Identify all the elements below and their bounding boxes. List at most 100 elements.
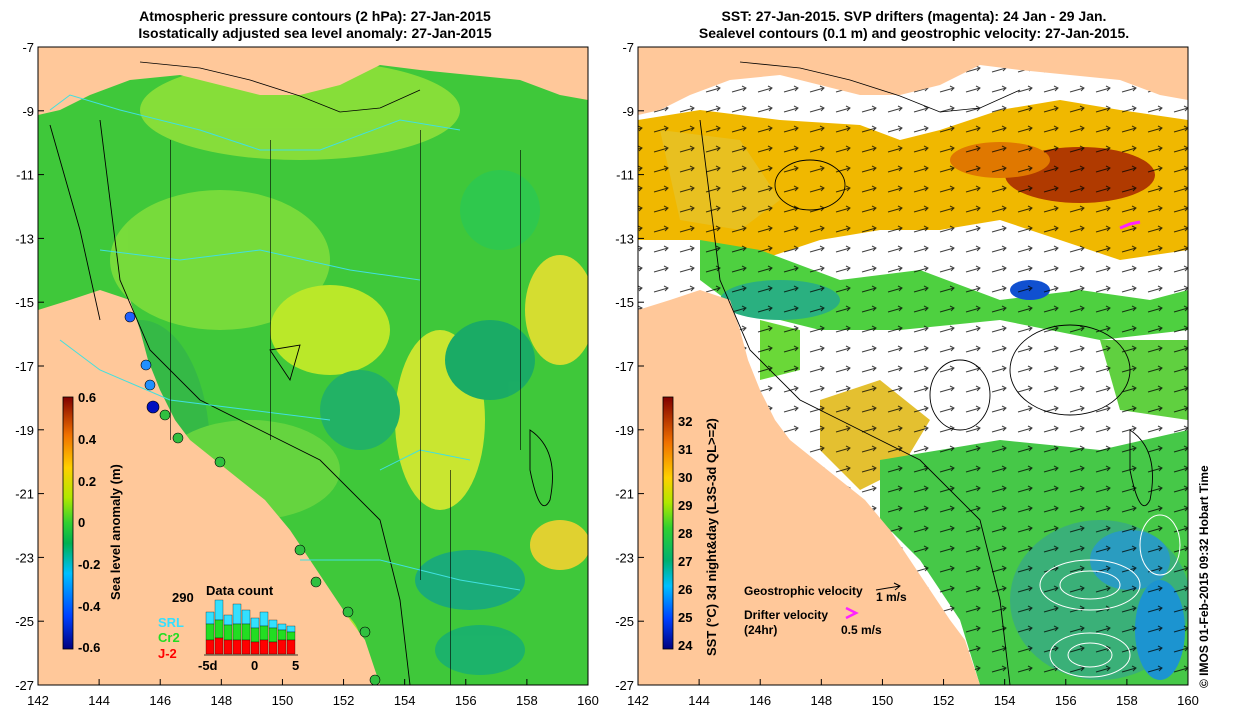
drifter-velocity-period: (24hr) [744, 623, 777, 637]
right-new-guinea-land [638, 47, 1188, 115]
right-australia-land [638, 290, 980, 685]
y-tick-label: -11 [16, 168, 34, 183]
sla-tick-4: -0.2 [78, 557, 100, 572]
y-tick-label: -17 [15, 359, 34, 374]
altimeter-tracks [170, 130, 521, 685]
x-tick-label: 154 [994, 693, 1016, 708]
sla-colorbar [62, 396, 74, 650]
y-tick-label: -9 [22, 104, 34, 119]
x-tick-label: 150 [872, 693, 894, 708]
sst-tick-6: 26 [678, 582, 692, 597]
right-map-title: SST: 27-Jan-2015. SVP drifters (magenta)… [638, 8, 1190, 42]
axes: 142 144 146 148 150 152 154 156 158 160 -7 -9 -11 -13… [15, 40, 1199, 708]
y-tick-label: -15 [615, 295, 634, 310]
drifter-velocity-scale: 0.5 m/s [841, 623, 882, 637]
pressure-contours [49, 119, 553, 685]
left-title-line1: Atmospheric pressure contours (2 hPa): 2… [139, 8, 491, 24]
data-count-x-right: 5 [292, 658, 299, 673]
x-tick-label: 144 [88, 693, 110, 708]
sealevel-contours-white [1039, 514, 1181, 678]
x-tick-label: 160 [1177, 693, 1199, 708]
sst-colorbar [662, 396, 674, 650]
y-tick-label: -27 [15, 678, 34, 693]
right-title-line2: Sealevel contours (0.1 m) and geostrophi… [698, 25, 1130, 41]
x-tick-label: 156 [1055, 693, 1077, 708]
x-tick-label: 156 [455, 693, 477, 708]
sla-colorbar-label: Sea level anomaly (m) [108, 464, 123, 600]
sst-tick-8: 24 [678, 638, 693, 653]
sst-colorbar-ticks: 32 31 30 29 28 27 26 25 24 [678, 414, 693, 653]
sst-tick-2: 30 [678, 470, 692, 485]
sst-tick-7: 25 [678, 610, 692, 625]
y-tick-label: -21 [615, 487, 634, 502]
sla-tick-0: 0.6 [78, 390, 96, 405]
y-tick-label: -25 [15, 614, 34, 629]
left-australia-land [38, 290, 380, 685]
x-tick-label: 146 [749, 693, 771, 708]
y-tick-label: -13 [15, 231, 34, 246]
sla-tick-1: 0.4 [78, 432, 97, 447]
geostrophic-scale-arrow-icon [875, 582, 901, 591]
sst-tick-4: 28 [678, 526, 692, 541]
sla-tick-3: 0 [78, 515, 85, 530]
x-tick-label: 152 [933, 693, 955, 708]
y-tick-label: -23 [15, 550, 34, 565]
y-tick-label: -19 [615, 423, 634, 438]
right-map [638, 47, 1188, 685]
y-tick-label: -23 [615, 550, 634, 565]
x-tick-label: 146 [149, 693, 171, 708]
y-tick-label: -21 [15, 487, 34, 502]
sst-tick-1: 31 [678, 442, 692, 457]
mission-j2-label: J-2 [158, 646, 177, 661]
geostrophic-velocity-label: Geostrophic velocity [744, 584, 863, 598]
x-tick-label: 152 [333, 693, 355, 708]
imos-credit: © IMOS 01-Feb-2015 09:32 Hobart Time [1197, 465, 1211, 688]
right-title-line1: SST: 27-Jan-2015. SVP drifters (magenta)… [721, 8, 1107, 24]
x-tick-label: 154 [394, 693, 416, 708]
sst-tick-0: 32 [678, 414, 692, 429]
sla-tick-5: -0.4 [78, 599, 101, 614]
data-count-x-left: -5d [198, 658, 218, 673]
y-tick-label: -7 [622, 40, 634, 55]
y-tick-label: -25 [615, 614, 634, 629]
sst-tick-5: 27 [678, 554, 692, 569]
data-count-inset: Data count 290 SRL Cr2 J-2 -5d 0 5 [158, 583, 299, 673]
drifter-scale-arrow-icon [845, 606, 859, 620]
left-new-guinea-land [38, 47, 588, 115]
sla-tick-2: 0.2 [78, 474, 96, 489]
y-tick-label: -7 [22, 40, 34, 55]
x-tick-label: 148 [210, 693, 232, 708]
x-tick-label: 150 [272, 693, 294, 708]
velocity-legend: Geostrophic velocity 1 m/s Drifter veloc… [744, 582, 907, 637]
mission-cr2-label: Cr2 [158, 630, 180, 645]
left-map-title: Atmospheric pressure contours (2 hPa): 2… [40, 8, 590, 42]
x-tick-label: 160 [577, 693, 599, 708]
svp-drifter-track [1119, 220, 1141, 230]
x-tick-label: 142 [627, 693, 649, 708]
y-tick-label: -17 [615, 359, 634, 374]
y-tick-label: -27 [615, 678, 634, 693]
y-tick-label: -15 [15, 295, 34, 310]
sst-tick-3: 29 [678, 498, 692, 513]
data-count-x-mid: 0 [251, 658, 258, 673]
x-tick-label: 148 [810, 693, 832, 708]
sealevel-contours [699, 119, 1153, 685]
sla-colorbar-ticks: 0.6 0.4 0.2 0 -0.2 -0.4 -0.6 [78, 390, 101, 655]
x-tick-label: 158 [1116, 693, 1138, 708]
y-tick-label: -19 [15, 423, 34, 438]
x-tick-label: 142 [27, 693, 49, 708]
drifter-velocity-label: Drifter velocity [744, 608, 828, 622]
y-tick-label: -13 [615, 231, 634, 246]
mission-srl-label: SRL [158, 615, 184, 630]
left-title-line2: Isostatically adjusted sea level anomaly… [138, 25, 492, 41]
data-count-total: 290 [172, 590, 194, 605]
sst-colorbar-label: SST (°C) 3d night&day (L3S-3d QL>=2) [704, 418, 719, 656]
geostrophic-velocity-scale: 1 m/s [876, 590, 907, 604]
left-map [38, 47, 588, 685]
tide-gauges [124, 311, 381, 685]
y-tick-label: -11 [616, 168, 634, 183]
data-count-bars [205, 599, 296, 655]
x-tick-label: 144 [688, 693, 710, 708]
sla-tick-6: -0.6 [78, 640, 100, 655]
